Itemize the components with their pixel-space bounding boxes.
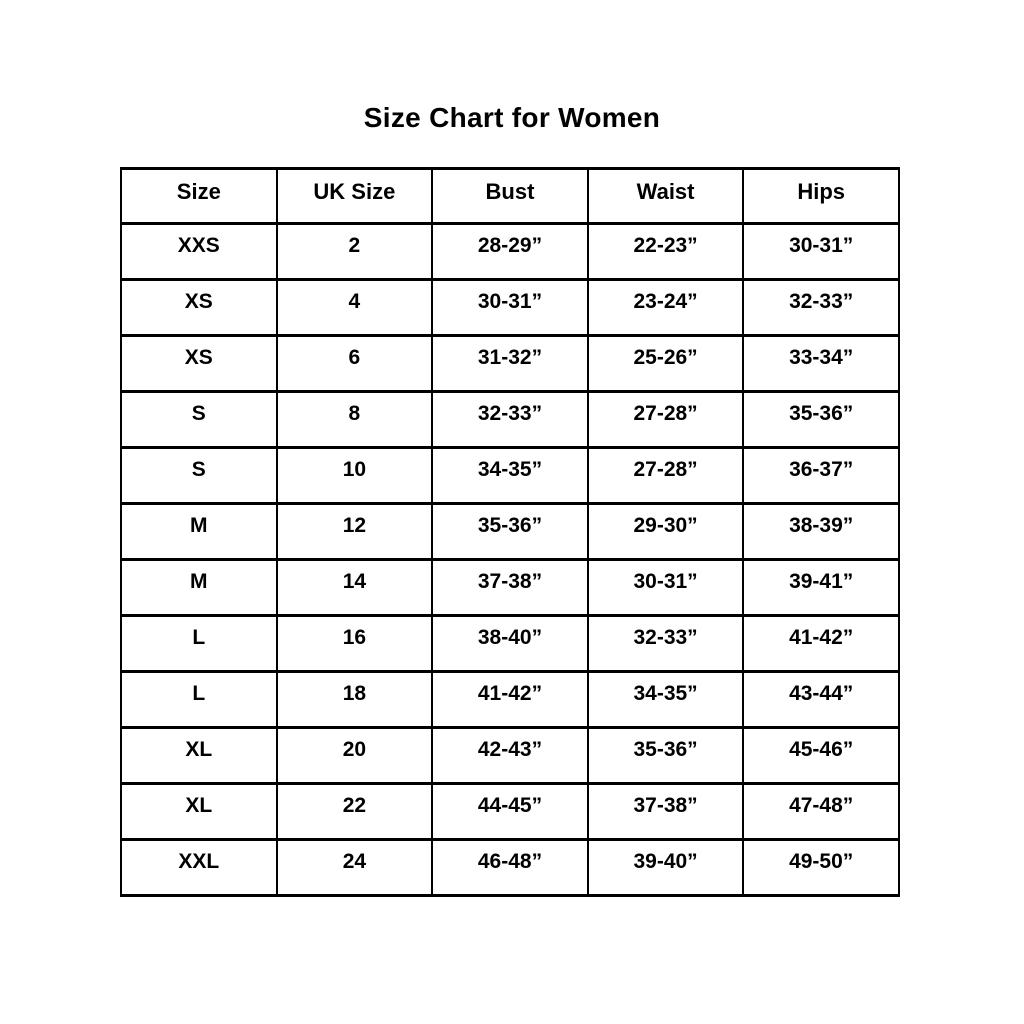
table-cell: L xyxy=(120,670,278,729)
table-cell: 34-35” xyxy=(586,670,745,729)
table-cell: XXL xyxy=(120,838,278,897)
table-cell: 41-42” xyxy=(742,614,900,673)
table-cell: S xyxy=(120,390,278,449)
page-title: Size Chart for Women xyxy=(363,102,661,133)
table-cell: 36-37” xyxy=(742,446,900,505)
table-cell: XS xyxy=(120,278,278,337)
table-cell: 16 xyxy=(275,614,434,673)
table-cell: 37-38” xyxy=(431,558,589,617)
table-cell: 44-45” xyxy=(431,782,589,841)
table-cell: 49-50” xyxy=(742,838,900,897)
table-cell: 27-28” xyxy=(586,446,745,505)
table-cell: 22 xyxy=(275,782,434,841)
table-cell: M xyxy=(120,558,278,617)
table-cell: 35-36” xyxy=(742,390,900,449)
table-row: L 18 41-42” 34-35” 43-44” xyxy=(120,670,900,729)
table-cell: 20 xyxy=(275,726,434,785)
table-cell: 38-39” xyxy=(742,502,900,561)
table-cell: 23-24” xyxy=(586,278,745,337)
table-row: XXL 24 46-48” 39-40” 49-50” xyxy=(120,838,900,897)
table-cell: 30-31” xyxy=(742,222,900,281)
table-cell: 27-28” xyxy=(586,390,745,449)
table-cell: 28-29” xyxy=(431,222,589,281)
table-cell: 24 xyxy=(275,838,434,897)
table-cell: XS xyxy=(120,334,278,393)
table-cell: 30-31” xyxy=(586,558,745,617)
table-cell: 12 xyxy=(275,502,434,561)
table-header-row: Size UK Size Bust Waist Hips xyxy=(120,167,900,225)
table-row: XS 4 30-31” 23-24” 32-33” xyxy=(120,278,900,337)
table-cell: 35-36” xyxy=(586,726,745,785)
table-row: XXS 2 28-29” 22-23” 30-31” xyxy=(120,222,900,281)
table-body: XXS 2 28-29” 22-23” 30-31” XS 4 30-31” 23-24” 32-… xyxy=(120,222,900,897)
table-cell: 31-32” xyxy=(431,334,589,393)
table-header: Size UK Size Bust Waist Hips xyxy=(120,167,900,225)
table-cell: XXS xyxy=(120,222,278,281)
table-cell: L xyxy=(120,614,278,673)
table-cell: M xyxy=(120,502,278,561)
table-cell: XL xyxy=(120,726,278,785)
table-cell: 25-26” xyxy=(586,334,745,393)
table-cell: 22-23” xyxy=(586,222,745,281)
table-row: XL 22 44-45” 37-38” 47-48” xyxy=(120,782,900,841)
table-cell: 32-33” xyxy=(742,278,900,337)
table-cell: 42-43” xyxy=(431,726,589,785)
table-cell: 33-34” xyxy=(742,334,900,393)
table-row: S 10 34-35” 27-28” 36-37” xyxy=(120,446,900,505)
size-chart-table: Size UK Size Bust Waist Hips XXS 2 28-29” 22-23… xyxy=(120,167,900,897)
table-cell: 10 xyxy=(275,446,434,505)
table-cell: 37-38” xyxy=(586,782,745,841)
table-row: S 8 32-33” 27-28” 35-36” xyxy=(120,390,900,449)
table-cell: 38-40” xyxy=(431,614,589,673)
table-row: XS 6 31-32” 25-26” 33-34” xyxy=(120,334,900,393)
table-row: M 12 35-36” 29-30” 38-39” xyxy=(120,502,900,561)
table-cell: 45-46” xyxy=(742,726,900,785)
table-cell: 32-33” xyxy=(431,390,589,449)
table-cell: 18 xyxy=(275,670,434,729)
table-cell: S xyxy=(120,446,278,505)
table-cell: XL xyxy=(120,782,278,841)
table-cell: 8 xyxy=(275,390,434,449)
table-cell: 6 xyxy=(275,334,434,393)
column-header-uk-size: UK Size xyxy=(275,167,434,225)
table-cell: 39-40” xyxy=(586,838,745,897)
column-header-waist: Waist xyxy=(586,167,745,225)
table-cell: 30-31” xyxy=(431,278,589,337)
table-row: M 14 37-38” 30-31” 39-41” xyxy=(120,558,900,617)
table-cell: 34-35” xyxy=(431,446,589,505)
table-cell: 29-30” xyxy=(586,502,745,561)
table-cell: 32-33” xyxy=(586,614,745,673)
table-cell: 47-48” xyxy=(742,782,900,841)
table-row: XL 20 42-43” 35-36” 45-46” xyxy=(120,726,900,785)
table-cell: 46-48” xyxy=(431,838,589,897)
table-cell: 14 xyxy=(275,558,434,617)
column-header-bust: Bust xyxy=(431,167,589,225)
column-header-hips: Hips xyxy=(742,167,900,225)
column-header-size: Size xyxy=(120,167,278,225)
table-cell: 35-36” xyxy=(431,502,589,561)
table-row: L 16 38-40” 32-33” 41-42” xyxy=(120,614,900,673)
table-cell: 41-42” xyxy=(431,670,589,729)
table-cell: 4 xyxy=(275,278,434,337)
table-cell: 39-41” xyxy=(742,558,900,617)
table-cell: 43-44” xyxy=(742,670,900,729)
table-cell: 2 xyxy=(275,222,434,281)
